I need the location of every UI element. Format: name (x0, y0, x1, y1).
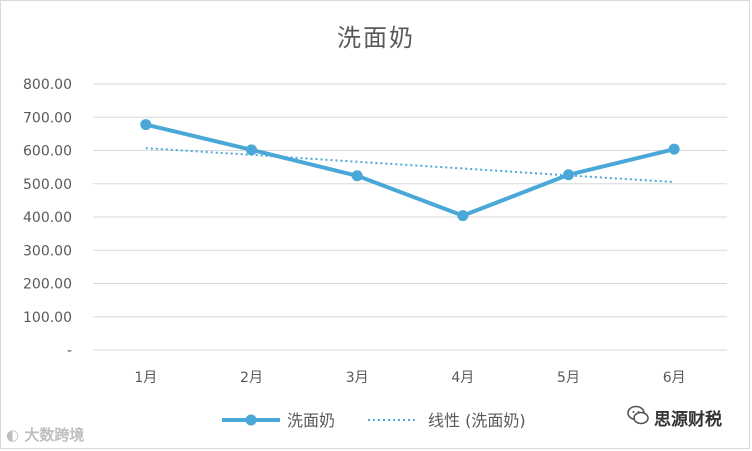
y-tick-label: - (67, 343, 72, 359)
x-tick-label: 5月 (557, 370, 580, 386)
watermark-left: ◐ 大数跨境 (6, 424, 84, 445)
x-axis-ticks: 1月 2月 3月 4月 5月 6月 (134, 370, 685, 386)
y-tick-label: 800.00 (23, 77, 72, 93)
y-axis-ticks: - 100.00 200.00 300.00 400.00 500.00 600.00 700… (23, 77, 72, 359)
data-point (668, 143, 680, 155)
series-line (145, 122, 675, 218)
legend: 洗面奶 线性 (洗面奶) (222, 411, 526, 430)
data-point (351, 170, 363, 182)
gridlines (93, 83, 727, 351)
x-tick-label: 3月 (346, 370, 369, 386)
data-point (457, 210, 469, 222)
y-tick-label: 200.00 (23, 277, 72, 293)
chart-title: 洗面奶 (337, 24, 415, 52)
y-tick-label: 700.00 (23, 110, 72, 126)
y-tick-label: 300.00 (23, 243, 72, 259)
y-tick-label: 600.00 (23, 144, 72, 160)
data-point (140, 119, 152, 131)
data-point (246, 144, 257, 156)
trendline (145, 147, 675, 184)
legend-series-label: 洗面奶 (287, 411, 335, 430)
y-tick-label: 100.00 (23, 310, 72, 326)
x-tick-label: 4月 (451, 370, 474, 386)
watermark-right: 思源财税 (654, 410, 722, 430)
trendline-layer (145, 147, 675, 184)
legend-series-marker (245, 414, 257, 426)
y-tick-label: 400.00 (23, 210, 72, 226)
series-layer (140, 119, 680, 222)
y-tick-label: 500.00 (23, 177, 72, 193)
legend-trend-label: 线性 (洗面奶) (428, 411, 526, 430)
wechat-icon (627, 405, 649, 425)
logo-icon: ◐ (6, 426, 25, 444)
data-point (563, 169, 574, 181)
watermark-left-text: 大数跨境 (24, 426, 85, 444)
x-tick-label: 2月 (240, 370, 263, 386)
x-tick-label: 6月 (663, 370, 686, 386)
x-tick-label: 1月 (134, 370, 157, 386)
